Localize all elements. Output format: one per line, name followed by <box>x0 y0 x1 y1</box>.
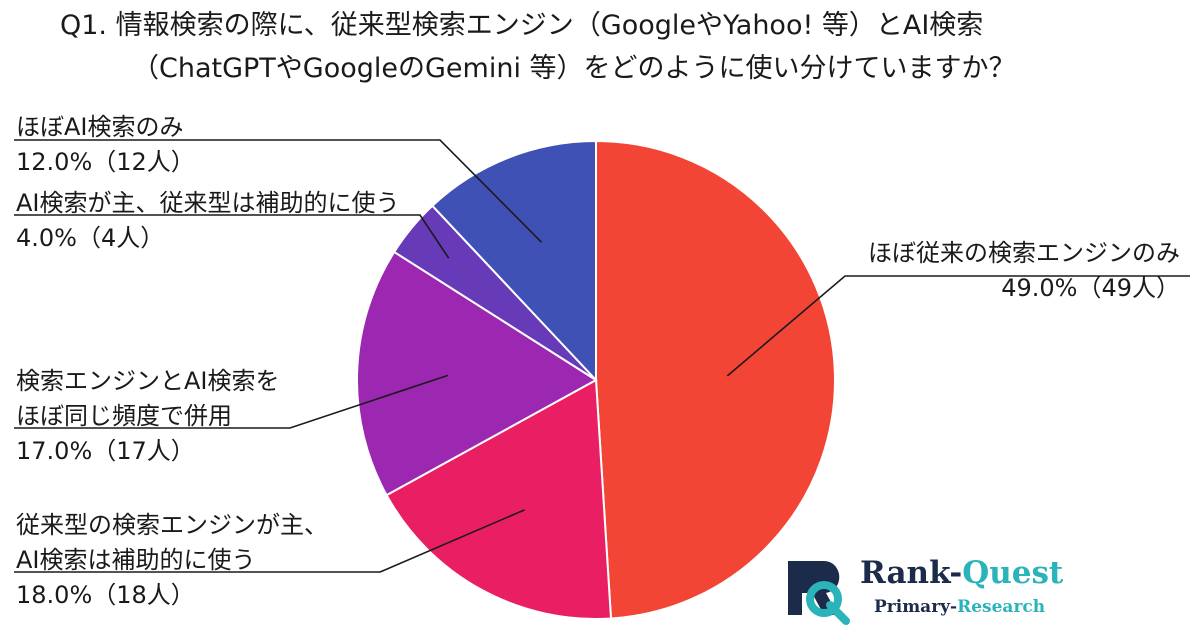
slice-label-line: AI検索は補助的に使う <box>16 546 256 574</box>
leader-line <box>14 214 450 259</box>
pie-slice <box>595 139 836 620</box>
slice-label-line: ほぼ従来の検索エンジンのみ <box>868 239 1180 267</box>
leader-line <box>14 509 525 573</box>
slice-label-line: AI検索が主、従来型は補助的に使う <box>16 189 400 217</box>
slice-label-ai-only: ほぼAI検索のみ 12.0%（12人） <box>16 110 195 180</box>
chart-title-line-1: Q1. 情報検索の際に、従来型検索エンジン（GoogleやYahoo! 等）とA… <box>60 10 984 41</box>
slice-value-label: 17.0%（17人） <box>16 437 195 465</box>
slice-value-label: 49.0%（49人） <box>1001 274 1180 302</box>
slice-value-label: 12.0%（12人） <box>16 148 195 176</box>
slice-label-line: ほぼAI検索のみ <box>16 113 184 141</box>
rank-quest-logo-mark-icon <box>788 561 850 625</box>
slice-label-traditional-only: ほぼ従来の検索エンジンのみ 49.0%（49人） <box>860 236 1180 306</box>
leader-line <box>14 374 449 429</box>
slice-label-traditional-main: 従来型の検索エンジンが主、 AI検索は補助的に使う 18.0%（18人） <box>16 508 328 613</box>
chart-title-line-2: （ChatGPTやGoogleのGemini 等）をどのように使い分けていますか… <box>132 53 1016 84</box>
slice-value-label: 18.0%（18人） <box>16 581 195 609</box>
slice-label-line: ほぼ同じ頻度で併用 <box>16 402 232 430</box>
slice-label-line: 従来型の検索エンジンが主、 <box>16 511 328 539</box>
pie-slice <box>385 378 613 620</box>
slice-label-ai-main: AI検索が主、従来型は補助的に使う 4.0%（4人） <box>16 186 400 256</box>
pie-slice <box>430 139 597 383</box>
slice-value-label: 4.0%（4人） <box>16 224 165 252</box>
rank-quest-logo: Rank-Quest Primary-Research <box>784 553 1084 625</box>
leader-line <box>14 139 543 243</box>
leader-line <box>726 275 1190 377</box>
slice-label-equal-use: 検索エンジンとAI検索を ほぼ同じ頻度で併用 17.0%（17人） <box>16 364 280 469</box>
pie-slice <box>356 250 598 497</box>
logo-subtitle: Primary-Research <box>874 597 1046 617</box>
logo-wordmark: Rank-Quest <box>860 555 1064 591</box>
slice-label-line: 検索エンジンとAI検索を <box>16 367 280 395</box>
